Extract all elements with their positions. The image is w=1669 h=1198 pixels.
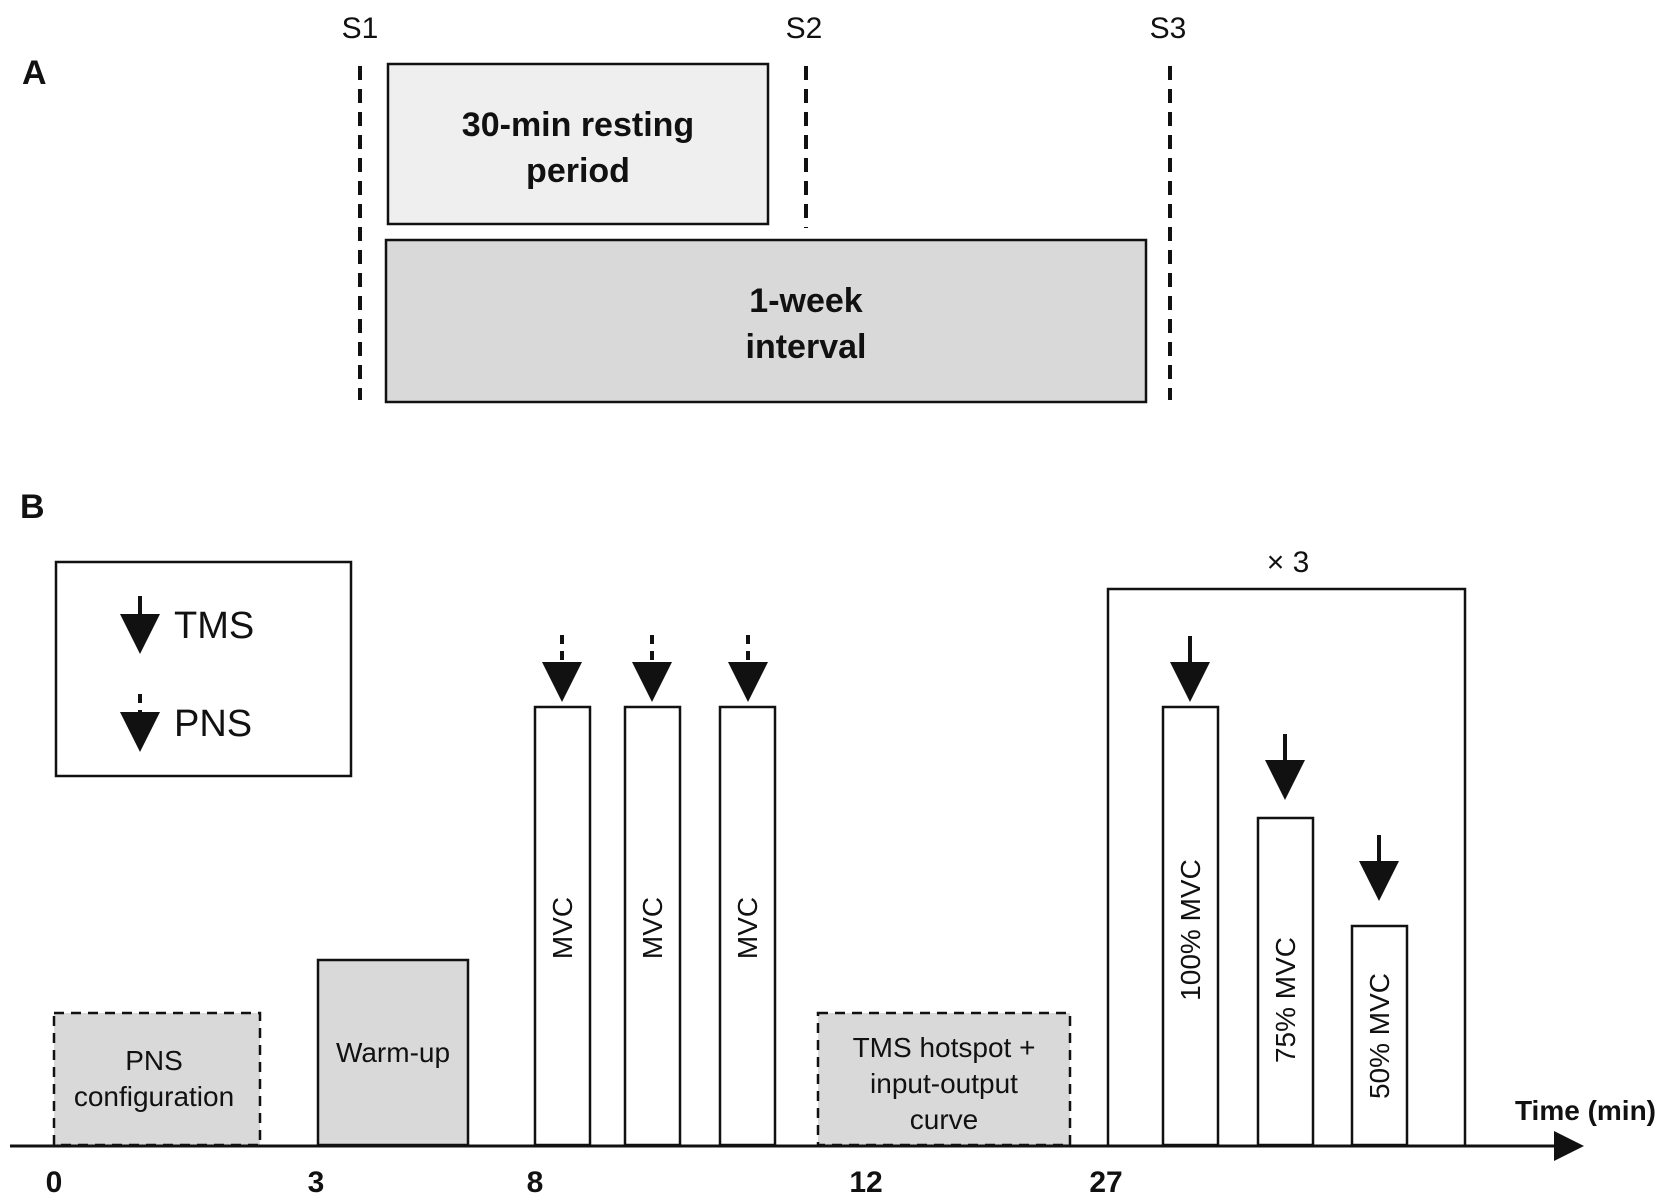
time-tick-3: 3 [308,1166,325,1198]
tms-hotspot-line3: curve [910,1104,978,1135]
repeat-bracket [1106,587,1467,1145]
time-tick-12: 12 [849,1166,882,1198]
graded-bar-100-label: 100% MVC [1175,859,1206,1001]
time-tick-27: 27 [1089,1166,1122,1198]
tms-hotspot-block [816,1011,1072,1147]
pns-configuration-line2: configuration [74,1081,234,1112]
resting-period-line2: period [526,152,630,190]
interval-line2: interval [746,328,867,366]
mvc-bar-1-label: MVC [547,897,578,959]
resting-period-line1: 30-min resting [462,106,694,144]
mvc-bar-2-label: MVC [637,897,668,959]
mvc-bar-3-label: MVC [732,897,763,959]
session-s3-label: S3 [1150,12,1187,45]
warmup-label: Warm-up [336,1037,450,1068]
time-tick-0: 0 [46,1166,63,1198]
panel-b-label: B [20,488,45,526]
graded-bar-75-label: 75% MVC [1270,937,1301,1063]
time-axis-label: Time (min) [1515,1095,1656,1126]
session-s2-label: S2 [786,12,823,45]
graded-bar-50-label: 50% MVC [1364,973,1395,1099]
one-week-interval-box [384,238,1148,404]
warmup-block [316,958,470,1147]
tms-hotspot-line1: TMS hotspot + [853,1032,1036,1063]
resting-period-box [386,62,770,226]
repeat-label: × 3 [1267,546,1310,579]
interval-line1: 1-week [749,282,862,320]
tms-hotspot-line2: input-output [870,1068,1018,1099]
time-tick-8: 8 [527,1166,544,1198]
pns-configuration-block [52,1011,262,1147]
panel-a-label: A [22,54,47,92]
legend-box [54,560,353,778]
pns-configuration-line1: PNS [125,1045,183,1076]
legend-tms-label: TMS [174,605,254,647]
legend-pns-label: PNS [174,703,252,745]
session-s1-label: S1 [342,12,379,45]
